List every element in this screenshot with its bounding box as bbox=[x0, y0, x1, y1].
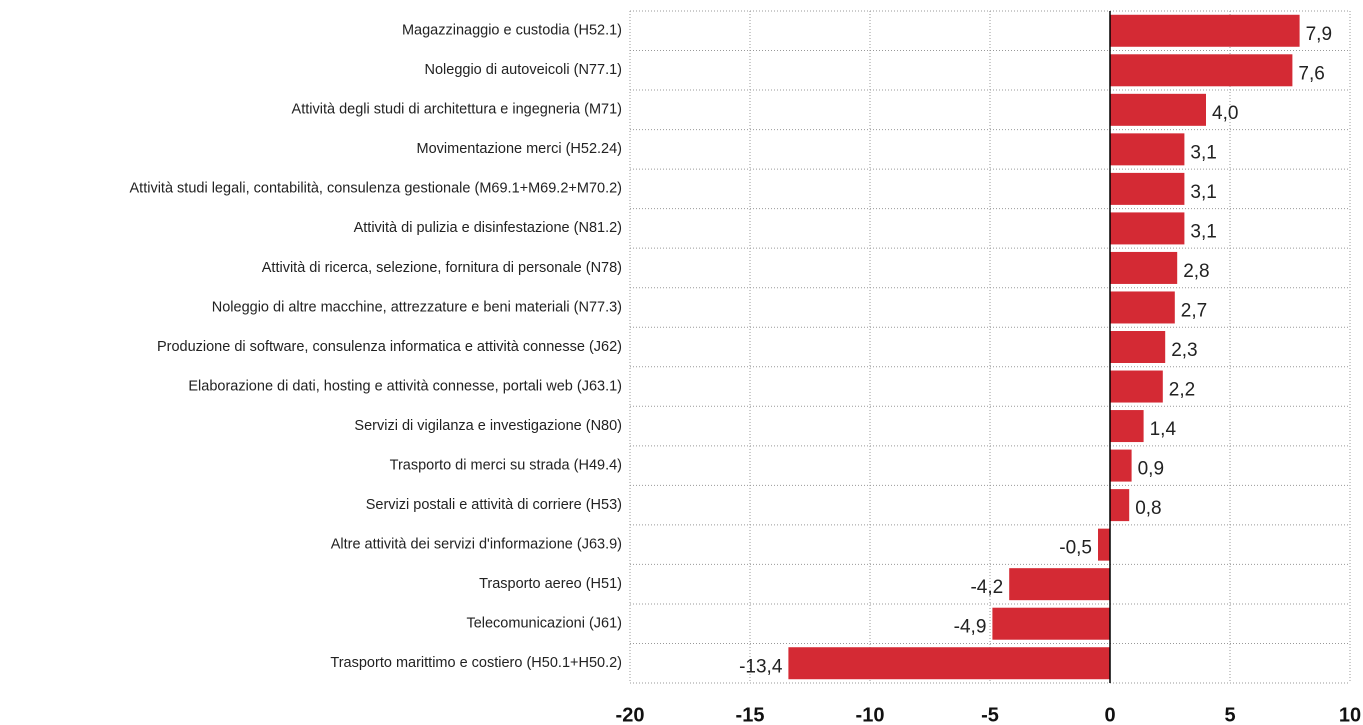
x-tick-label: -15 bbox=[736, 704, 765, 725]
x-tick-label: -20 bbox=[616, 704, 645, 725]
y-tick-label: Trasporto marittimo e costiero (H50.1+H5… bbox=[330, 655, 622, 671]
value-label: 2,7 bbox=[1181, 300, 1207, 321]
y-tick-label: Elaborazione di dati, hosting e attività… bbox=[188, 378, 622, 394]
y-tick-label: Servizi postali e attività di corriere (… bbox=[366, 497, 622, 513]
x-tick-label: 5 bbox=[1224, 704, 1235, 725]
value-label: -0,5 bbox=[1059, 538, 1092, 559]
bar bbox=[1110, 54, 1293, 87]
bar bbox=[1110, 489, 1130, 522]
y-tick-label: Attività di ricerca, selezione, fornitur… bbox=[262, 260, 622, 276]
y-tick-label: Altre attività dei servizi d'informazion… bbox=[331, 536, 622, 552]
bar bbox=[1009, 568, 1110, 601]
bar bbox=[1110, 14, 1300, 47]
value-label: 3,1 bbox=[1190, 182, 1216, 203]
bar bbox=[1110, 251, 1178, 284]
bar bbox=[1110, 449, 1132, 482]
bar bbox=[1110, 370, 1163, 403]
value-label: 3,1 bbox=[1190, 221, 1216, 242]
value-label: 4,0 bbox=[1212, 103, 1238, 124]
value-label: -4,2 bbox=[970, 577, 1003, 598]
bar bbox=[1110, 133, 1185, 166]
y-tick-label: Noleggio di altre macchine, attrezzature… bbox=[212, 299, 622, 315]
bar bbox=[1110, 410, 1144, 443]
bar bbox=[992, 607, 1110, 640]
bar bbox=[1110, 291, 1175, 324]
y-tick-label: Magazzinaggio e custodia (H52.1) bbox=[402, 23, 622, 39]
value-label: 2,3 bbox=[1171, 340, 1197, 361]
bar bbox=[1110, 93, 1206, 126]
x-tick-label: 0 bbox=[1104, 704, 1115, 725]
y-tick-label: Telecomunicazioni (J61) bbox=[466, 616, 622, 632]
y-tick-label: Attività studi legali, contabilità, cons… bbox=[130, 181, 622, 197]
y-tick-label: Noleggio di autoveicoli (N77.1) bbox=[425, 62, 622, 78]
bar bbox=[1110, 331, 1166, 363]
x-tick-label: -10 bbox=[856, 704, 885, 725]
y-tick-label: Movimentazione merci (H52.24) bbox=[417, 141, 623, 157]
y-tick-label: Servizi di vigilanza e investigazione (N… bbox=[354, 418, 622, 434]
bar bbox=[1098, 528, 1110, 561]
y-tick-label: Trasporto di merci su strada (H49.4) bbox=[390, 457, 622, 473]
value-label: 0,9 bbox=[1138, 459, 1164, 480]
value-label: 7,9 bbox=[1306, 24, 1332, 45]
value-label: -4,9 bbox=[954, 617, 987, 638]
value-label: 1,4 bbox=[1150, 419, 1177, 440]
x-tick-label: -5 bbox=[981, 704, 999, 725]
value-label: -13,4 bbox=[739, 656, 783, 677]
bar bbox=[1110, 212, 1185, 245]
value-label: 7,6 bbox=[1298, 63, 1324, 84]
y-tick-label: Produzione di software, consulenza infor… bbox=[157, 339, 622, 355]
x-tick-label: 10 bbox=[1339, 704, 1361, 725]
bar bbox=[788, 647, 1110, 680]
value-label: 0,8 bbox=[1135, 498, 1161, 519]
value-label: 2,8 bbox=[1183, 261, 1209, 282]
value-label: 2,2 bbox=[1169, 380, 1195, 401]
bar bbox=[1110, 172, 1185, 205]
y-tick-label: Attività degli studi di architettura e i… bbox=[292, 102, 622, 118]
y-tick-label: Trasporto aereo (H51) bbox=[479, 576, 622, 592]
value-label: 3,1 bbox=[1190, 142, 1216, 163]
y-tick-label: Attività di pulizia e disinfestazione (N… bbox=[354, 220, 622, 236]
